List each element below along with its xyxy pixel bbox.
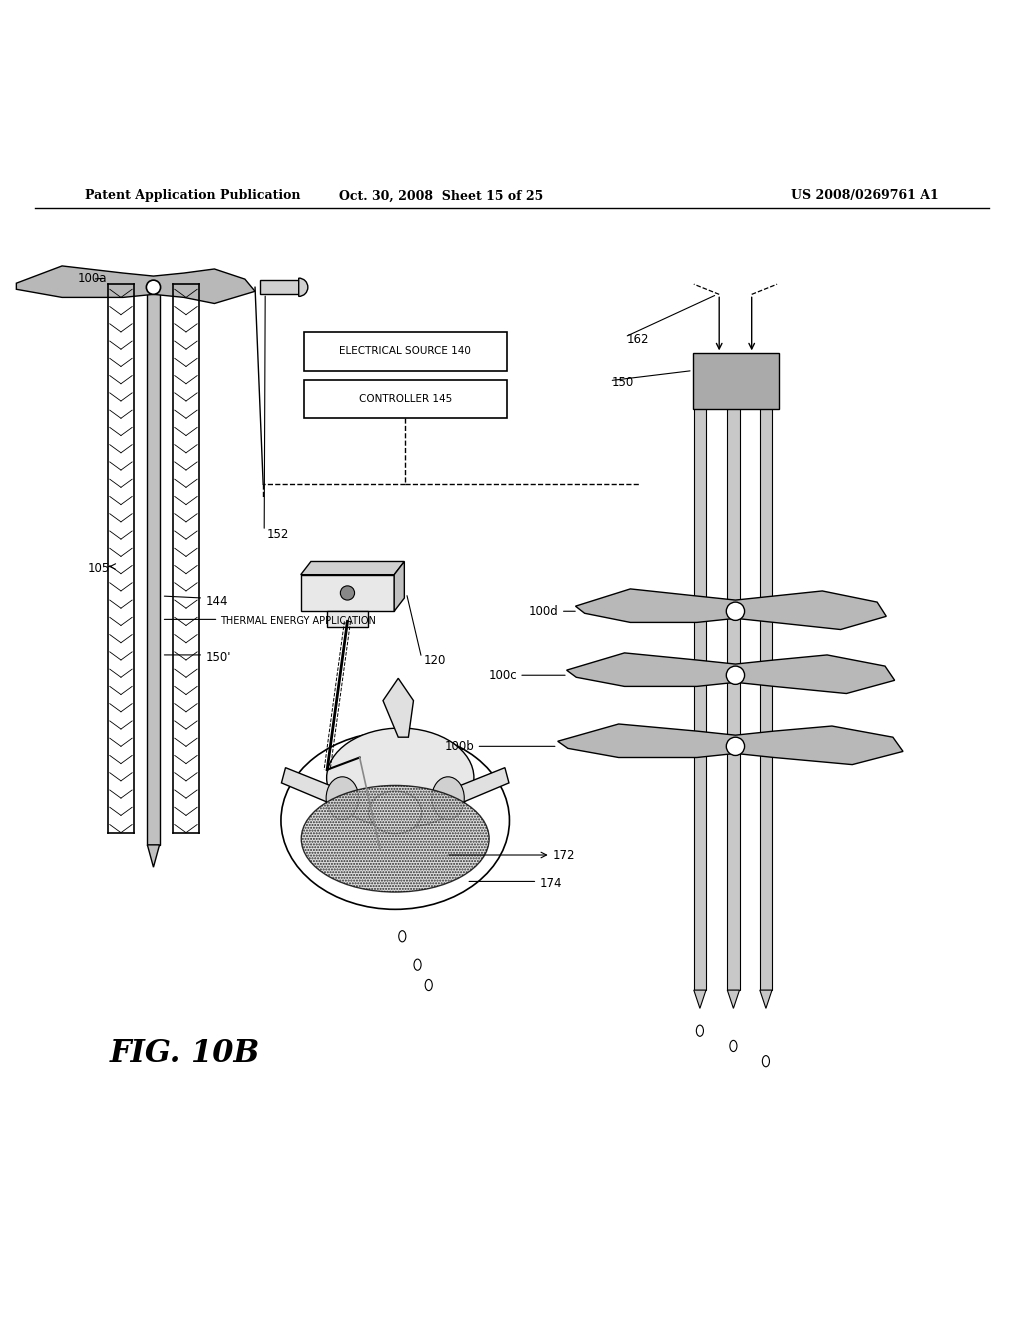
Text: 144: 144 <box>205 594 227 607</box>
Polygon shape <box>760 990 772 1008</box>
Circle shape <box>726 667 744 684</box>
Text: CONTROLLER 145: CONTROLLER 145 <box>358 393 452 404</box>
Polygon shape <box>727 990 739 1008</box>
Bar <box>327 611 368 627</box>
Bar <box>694 380 706 990</box>
Bar <box>727 380 739 990</box>
Text: 100d: 100d <box>529 605 559 618</box>
Text: 120: 120 <box>424 653 446 667</box>
Ellipse shape <box>301 785 489 892</box>
Text: 150': 150' <box>205 652 230 664</box>
Ellipse shape <box>369 791 422 834</box>
Text: THERMAL ENERGY APPLICATION: THERMAL ENERGY APPLICATION <box>220 616 377 627</box>
Bar <box>301 574 394 611</box>
Ellipse shape <box>281 731 510 909</box>
Polygon shape <box>694 990 706 1008</box>
Ellipse shape <box>432 776 464 820</box>
Polygon shape <box>566 653 895 693</box>
Text: 152: 152 <box>266 528 289 541</box>
Text: 105: 105 <box>87 562 110 576</box>
Text: Patent Application Publication: Patent Application Publication <box>85 189 301 202</box>
Polygon shape <box>454 768 509 804</box>
Circle shape <box>726 602 744 620</box>
Text: FIG. 10B: FIG. 10B <box>110 1038 260 1069</box>
Text: 100a: 100a <box>77 272 106 285</box>
Polygon shape <box>301 561 404 574</box>
Bar <box>260 280 299 294</box>
Bar <box>147 279 160 845</box>
Text: Oct. 30, 2008  Sheet 15 of 25: Oct. 30, 2008 Sheet 15 of 25 <box>339 189 543 202</box>
Text: 100c: 100c <box>488 669 517 681</box>
Bar <box>760 380 772 990</box>
Ellipse shape <box>326 776 358 820</box>
Circle shape <box>726 737 744 755</box>
Polygon shape <box>282 768 336 804</box>
FancyBboxPatch shape <box>304 380 507 418</box>
Circle shape <box>340 586 354 601</box>
Polygon shape <box>383 678 414 737</box>
FancyBboxPatch shape <box>304 331 507 371</box>
Polygon shape <box>147 845 160 867</box>
Polygon shape <box>558 723 903 764</box>
Ellipse shape <box>327 729 474 828</box>
Wedge shape <box>299 279 308 297</box>
Text: 172: 172 <box>553 849 575 862</box>
Polygon shape <box>394 561 404 611</box>
Bar <box>693 354 779 409</box>
Text: ELECTRICAL SOURCE 140: ELECTRICAL SOURCE 140 <box>339 346 471 356</box>
Text: 100b: 100b <box>444 739 474 752</box>
Circle shape <box>146 280 161 294</box>
Text: US 2008/0269761 A1: US 2008/0269761 A1 <box>791 189 939 202</box>
Text: 174: 174 <box>540 876 562 890</box>
Polygon shape <box>16 265 255 304</box>
Text: 162: 162 <box>627 333 649 346</box>
Polygon shape <box>575 589 887 630</box>
Text: 150: 150 <box>611 376 634 389</box>
